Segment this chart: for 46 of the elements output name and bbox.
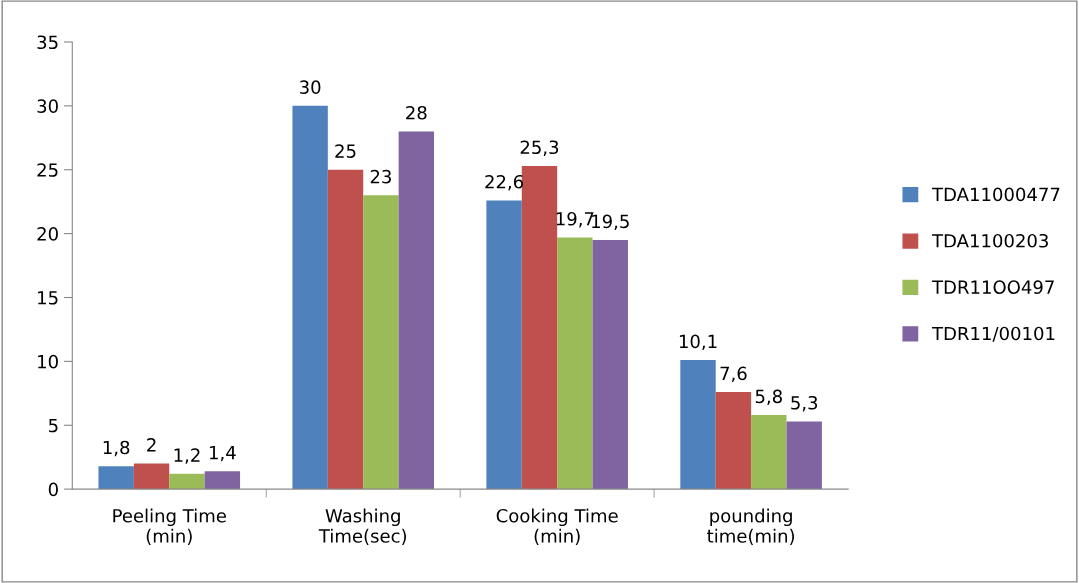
bar [363,195,399,490]
x-tick-label: Cooking Time (min) [496,508,618,545]
data-label: 7,6 [720,366,747,383]
legend-label: TDA11000477 [931,187,1060,202]
bar [521,165,558,490]
x-tick-label: Peeling Time (min) [113,508,226,545]
y-tick-label: 25 [37,163,58,177]
data-label: 19,5 [592,214,629,231]
bar [98,466,134,490]
data-label: 23 [370,169,391,184]
data-label: 2 [147,438,156,452]
bar [557,237,593,490]
bar [133,463,170,490]
data-label: 5,3 [791,395,818,412]
bar [592,240,628,490]
legend-label: TDR11/00101 [931,326,1055,342]
data-label: 5,8 [755,389,782,406]
legend-label: TDR11OO497 [931,280,1054,294]
bar [398,131,435,490]
data-label: 1,2 [174,448,200,464]
y-tick-label: 0 [48,482,58,497]
x-tick-label: Washing Time(sec) [318,508,407,545]
data-label: 1,8 [103,440,130,457]
bar [292,105,328,490]
y-tick-label: 30 [37,99,58,113]
bar [786,421,822,490]
y-tick-label: 15 [38,291,58,305]
data-label: 25 [335,144,356,158]
y-tick-label: 10 [38,354,58,369]
bar [204,471,241,490]
data-label: 30 [300,80,321,95]
y-tick-label: 20 [37,227,58,241]
bar [327,169,364,490]
bar [751,415,787,490]
data-label: 1,4 [209,446,236,462]
data-label: 10,1 [679,334,717,351]
y-tick-label: 5 [49,418,58,433]
bar [486,200,522,490]
legend-label: TDA1100203 [931,233,1048,248]
x-tick-label: pounding time(min) [707,508,795,545]
bar [680,360,716,490]
data-label: 28 [406,105,427,120]
bar [169,473,205,490]
y-tick-label: 35 [37,35,58,50]
data-label: 25,3 [520,140,559,156]
bar [715,392,752,490]
